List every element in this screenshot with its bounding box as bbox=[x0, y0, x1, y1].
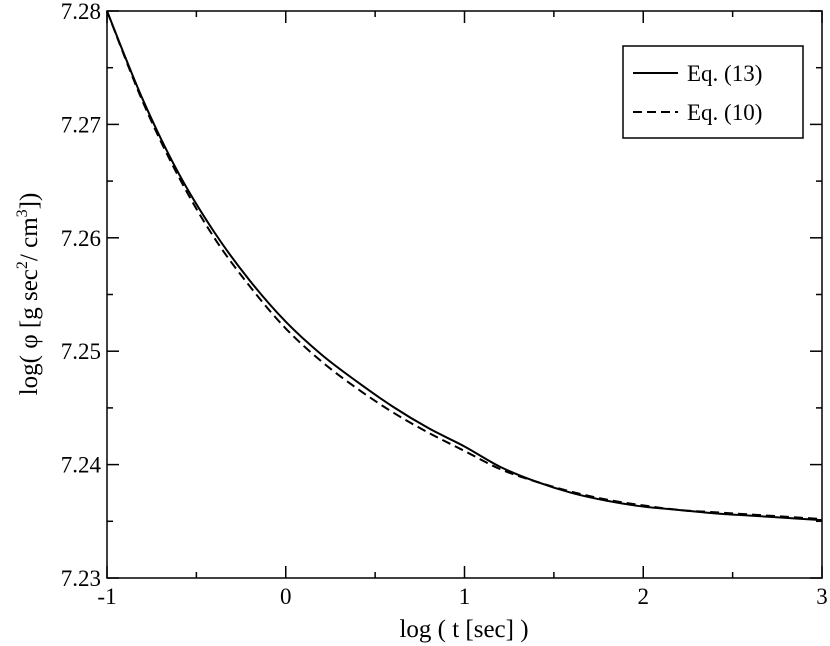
legend-box bbox=[622, 45, 804, 139]
y-axis-label-mid1: [g sec bbox=[16, 269, 43, 334]
series-line-eq10 bbox=[106, 10, 823, 521]
legend: Eq. (13) Eq. (10) bbox=[622, 45, 804, 139]
y-axis-label-sup1: 2 bbox=[14, 261, 31, 269]
legend-label-eq13: Eq. (13) bbox=[687, 61, 762, 86]
x-tick-label: 0 bbox=[280, 584, 292, 609]
y-tick-label: 7.23 bbox=[61, 566, 101, 591]
series-layer bbox=[106, 10, 823, 522]
legend-label-eq10: Eq. (10) bbox=[687, 100, 762, 125]
y-tick-label: 7.25 bbox=[61, 339, 101, 364]
y-axis-label-prefix: log( bbox=[16, 349, 43, 396]
y-tick-label: 7.24 bbox=[61, 453, 102, 478]
y-tick-label: 7.26 bbox=[61, 226, 101, 251]
y-axis-label-phi: φ bbox=[16, 334, 43, 348]
y-axis-label: log( φ [g sec2/ cm3]) bbox=[14, 193, 43, 396]
x-tick-label: 3 bbox=[816, 584, 828, 609]
y-tick-label: 7.27 bbox=[61, 112, 101, 137]
y-tick-label: 7.28 bbox=[61, 0, 101, 24]
x-tick-label: 2 bbox=[638, 584, 650, 609]
x-tick-label: 1 bbox=[459, 584, 471, 609]
tick-labels: -1 0 1 2 3 7.23 7.24 7.25 7.26 7.27 7.28 bbox=[61, 0, 828, 609]
x-tick-label: -1 bbox=[97, 584, 116, 609]
y-axis-label-suffix: ]) bbox=[16, 193, 43, 210]
y-axis-label-sup2: 3 bbox=[14, 209, 31, 217]
x-axis-label: log ( t [sec] ) bbox=[399, 616, 528, 643]
axis-ticks bbox=[106, 10, 823, 579]
y-axis-label-mid2: / cm bbox=[16, 217, 43, 261]
